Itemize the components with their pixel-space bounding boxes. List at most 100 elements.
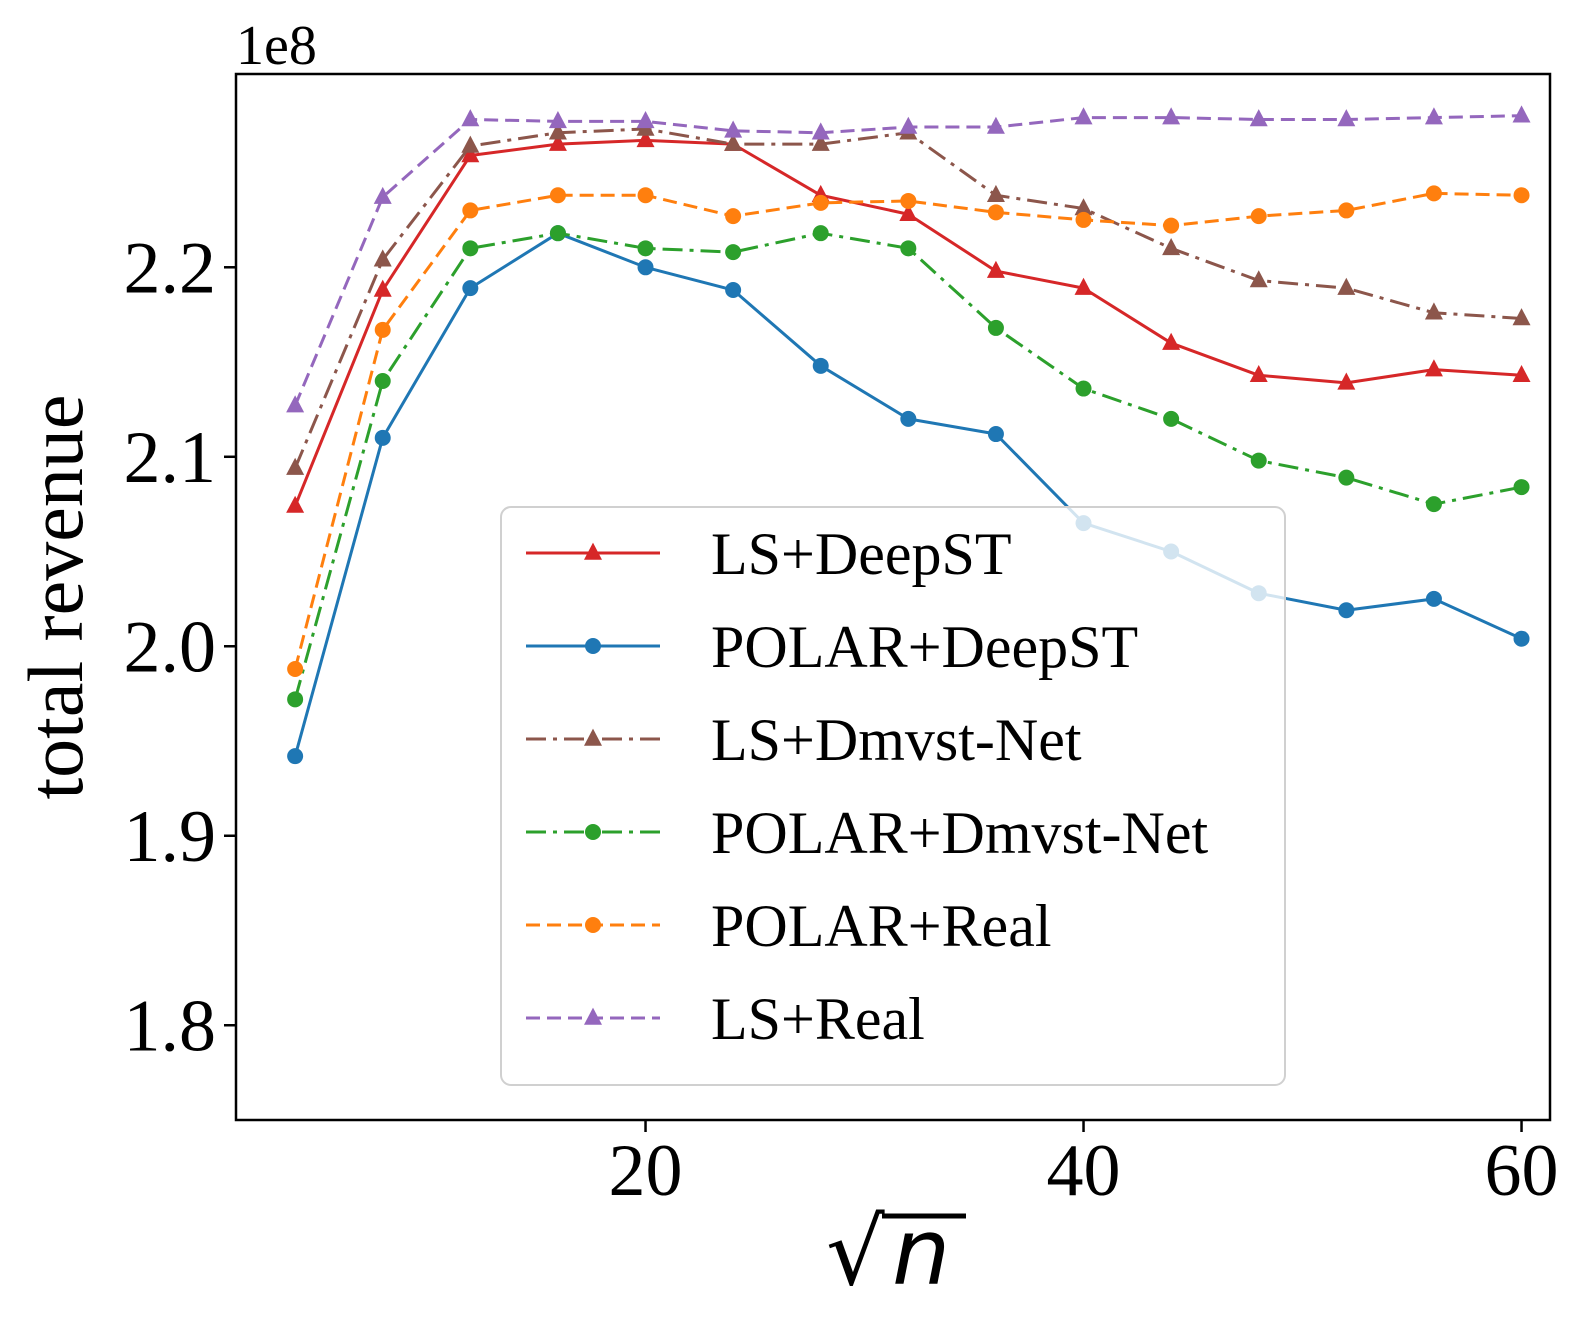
legend-marker (584, 728, 602, 746)
data-point (1513, 479, 1530, 496)
data-point (899, 116, 918, 134)
series-layer (286, 105, 1531, 765)
x-axis: 20 40 60 (609, 1120, 1559, 1212)
data-point (286, 457, 305, 475)
data-point (287, 748, 304, 765)
legend: LS+DeepST POLAR+DeepST LS+Dmvst-Net POLAR+D… (500, 506, 1286, 1086)
data-point (1162, 107, 1181, 125)
data-point (1075, 380, 1092, 397)
data-point (724, 133, 743, 151)
data-point (1424, 359, 1443, 377)
legend-label: POLAR+DeepST (711, 614, 1138, 680)
data-point (1424, 302, 1443, 320)
legend-item: POLAR+Dmvst-Net (526, 800, 1208, 866)
data-point (899, 203, 918, 221)
data-point (1338, 469, 1355, 486)
x-tick-label: 20 (609, 1130, 683, 1212)
y-axis-offset-label: 1e8 (236, 15, 317, 77)
data-point (811, 122, 830, 140)
data-point (1424, 107, 1443, 125)
data-point (812, 225, 829, 242)
series-ls-real (286, 105, 1531, 413)
legend-item: LS+Real (526, 986, 925, 1052)
x-axis-title: √ n (826, 1199, 966, 1306)
data-point (548, 133, 567, 151)
data-point (286, 395, 305, 413)
data-point (900, 192, 917, 209)
series-polar-dmvst-net (287, 225, 1530, 708)
legend-label: POLAR+Real (711, 893, 1052, 959)
data-point (287, 691, 304, 708)
data-point (374, 321, 391, 338)
data-point (1250, 208, 1267, 225)
series-ls-deepst (286, 129, 1531, 513)
data-point (725, 244, 742, 261)
series-line-polar-dmvst-net (293, 231, 1522, 700)
data-point (287, 661, 304, 678)
series-polar-real (287, 185, 1530, 678)
x-axis-title-variable: n (892, 1199, 950, 1306)
data-point (374, 372, 391, 389)
data-point (461, 135, 480, 153)
data-point (900, 240, 917, 257)
data-point (1337, 372, 1356, 390)
legend-marker (584, 1007, 602, 1025)
data-point (636, 111, 655, 129)
y-axis: 1.8 1.9 2.0 2.1 2.2 (124, 227, 236, 1067)
data-point (1337, 277, 1356, 295)
data-point (1249, 270, 1268, 288)
data-point (1512, 364, 1531, 383)
data-point (987, 319, 1004, 336)
data-point (987, 426, 1004, 443)
data-point (812, 194, 829, 211)
x-tick-label: 60 (1485, 1130, 1559, 1212)
data-point (1425, 185, 1442, 202)
legend-marker (584, 542, 602, 560)
series-line-ls-real (293, 114, 1522, 407)
data-point (1513, 630, 1530, 647)
data-point (812, 357, 829, 374)
legend-label: LS+DeepST (711, 521, 1011, 587)
series-line-polar-real (293, 191, 1522, 670)
data-point (373, 186, 392, 204)
plot-area-frame (234, 72, 1552, 1122)
legend-marker (585, 917, 601, 933)
data-point (461, 145, 480, 163)
data-point (637, 240, 654, 257)
data-point (725, 282, 742, 299)
x-axis-title-sqrt-symbol: √ (826, 1199, 885, 1306)
legend-marker (585, 824, 601, 840)
data-point (636, 129, 655, 148)
data-point (549, 225, 566, 242)
data-point (1163, 410, 1180, 427)
data-point (1163, 217, 1180, 234)
data-point (1512, 105, 1531, 123)
data-point (1162, 332, 1181, 350)
data-point (548, 122, 567, 140)
legend-marker (585, 638, 601, 654)
data-point (637, 259, 654, 276)
legend-item: POLAR+Real (526, 893, 1052, 959)
data-point (374, 429, 391, 446)
legend-item: POLAR+DeepST (526, 614, 1138, 680)
data-point (637, 187, 654, 204)
legend-label: POLAR+Dmvst-Net (711, 800, 1208, 866)
data-point (286, 495, 305, 513)
legend-item: LS+Dmvst-Net (526, 707, 1082, 773)
data-point (1338, 202, 1355, 219)
legend-label: LS+Real (711, 986, 925, 1052)
y-tick-label: 2.1 (124, 417, 217, 499)
data-point (1250, 452, 1267, 469)
y-tick-label: 2.0 (124, 606, 217, 688)
y-tick-label: 1.8 (124, 985, 217, 1067)
data-point (1513, 187, 1530, 204)
data-point (1074, 107, 1093, 125)
legend-item: LS+DeepST (526, 521, 1011, 587)
data-point (725, 208, 742, 225)
data-point (373, 249, 392, 267)
data-point (986, 260, 1005, 278)
x-tick-label: 40 (1047, 1130, 1121, 1212)
data-point (986, 184, 1005, 203)
data-point (900, 410, 917, 427)
